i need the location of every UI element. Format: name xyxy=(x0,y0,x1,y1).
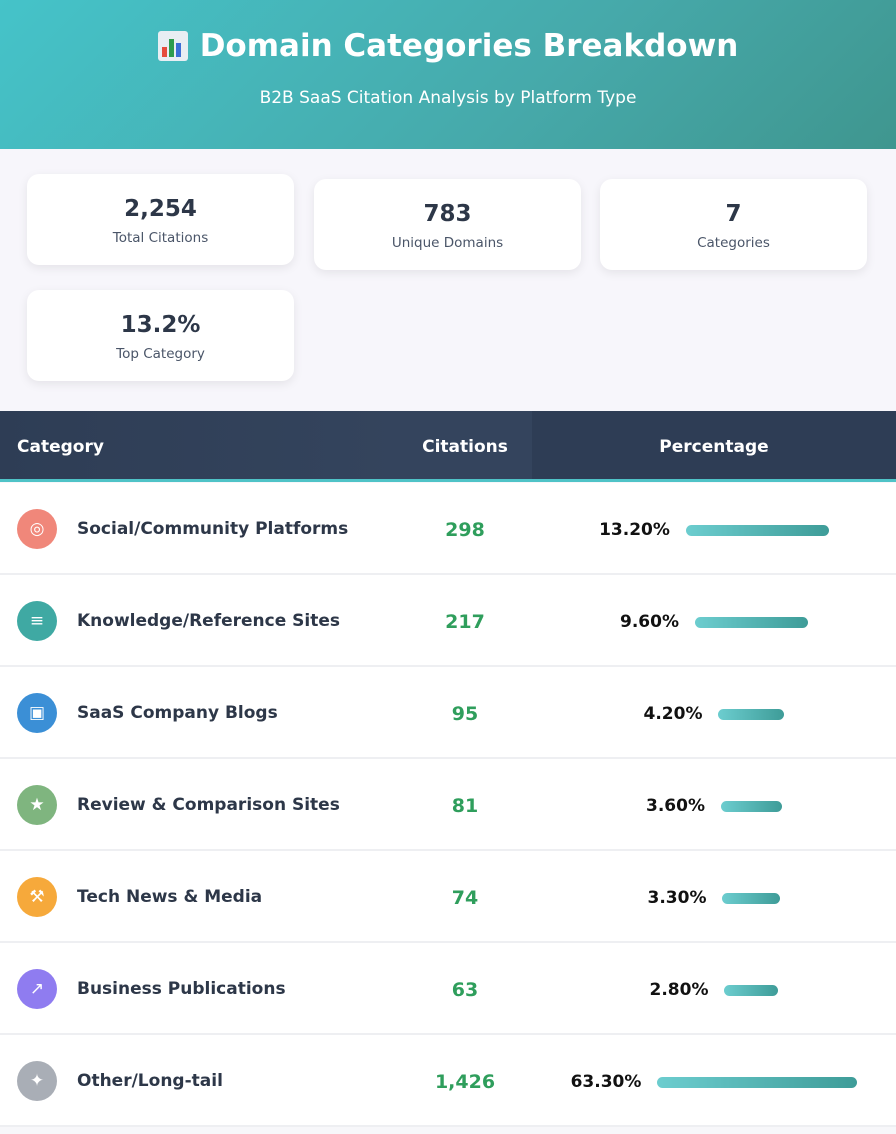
percentage-cell: 3.30% xyxy=(532,851,896,945)
wrench-icon: ⚒ xyxy=(17,877,57,917)
percentage-label: 3.60% xyxy=(646,796,705,816)
citation-count: 1,426 xyxy=(434,1071,496,1093)
stats-section: 2,254 Total Citations 783 Unique Domains… xyxy=(0,149,896,411)
percentage-cell: 4.20% xyxy=(532,667,896,761)
stat-label: Categories xyxy=(697,235,770,251)
page-title-text: Domain Categories Breakdown xyxy=(199,28,739,64)
stat-label: Total Citations xyxy=(112,230,209,246)
star-icon: ★ xyxy=(17,785,57,825)
percentage-bar xyxy=(718,708,785,720)
page-title: Domain Categories Breakdown xyxy=(0,28,896,64)
column-header-category: Category xyxy=(0,411,398,479)
sparkle-star-icon: ✦ xyxy=(17,1061,57,1101)
table-row: ▣ SaaS Company Blogs 95 4.20% xyxy=(0,667,896,759)
stat-card-total-citations: 2,254 Total Citations xyxy=(27,174,294,265)
stat-card-categories: 7 Categories xyxy=(600,179,867,270)
column-header-percentage: Percentage xyxy=(659,437,769,457)
citation-count: 217 xyxy=(445,611,485,633)
percentage-cell: 9.60% xyxy=(532,575,896,669)
category-name: Knowledge/Reference Sites xyxy=(77,611,341,631)
category-name: Other/Long-tail xyxy=(77,1071,223,1091)
citation-count: 74 xyxy=(451,887,479,909)
table-header: Category Citations Percentage xyxy=(0,411,896,482)
stat-value: 13.2% xyxy=(120,312,201,338)
percentage-bar xyxy=(685,524,829,536)
stat-value: 7 xyxy=(725,201,742,227)
citation-count: 95 xyxy=(451,703,479,725)
percentage-cell: 63.30% xyxy=(532,1035,896,1129)
percentage-cell: 3.60% xyxy=(532,759,896,853)
category-name: Review & Comparison Sites xyxy=(77,795,340,815)
citation-count: 81 xyxy=(451,795,479,817)
percentage-bar xyxy=(694,616,808,628)
percentage-bar xyxy=(657,1076,858,1088)
percentage-label: 9.60% xyxy=(620,612,679,632)
table-row: ↗ Business Publications 63 2.80% xyxy=(0,943,896,1035)
citation-count: 63 xyxy=(451,979,479,1001)
stat-label: Unique Domains xyxy=(391,235,504,251)
table-row: ✦ Other/Long-tail 1,426 63.30% xyxy=(0,1035,896,1127)
percentage-label: 3.30% xyxy=(647,888,707,908)
percentage-label: 2.80% xyxy=(649,980,709,1000)
stat-card-unique-domains: 783 Unique Domains xyxy=(314,179,581,270)
percentage-bar xyxy=(724,984,779,996)
percentage-label: 63.30% xyxy=(570,1072,642,1092)
page-subtitle: B2B SaaS Citation Analysis by Platform T… xyxy=(259,88,637,108)
citation-count: 298 xyxy=(445,519,485,541)
books-icon: ≡ xyxy=(17,601,57,641)
percentage-bar xyxy=(720,800,782,812)
percentage-bar xyxy=(722,892,781,904)
percentage-cell: 2.80% xyxy=(532,943,896,1037)
bar-chart-icon xyxy=(157,31,188,61)
table-row: ≡ Knowledge/Reference Sites 217 9.60% xyxy=(0,575,896,667)
stat-card-top-category: 13.2% Top Category xyxy=(27,290,294,381)
trending-chart-icon: ↗ xyxy=(17,969,57,1009)
table-row: ◎ Social/Community Platforms 298 13.20% xyxy=(0,483,896,575)
category-name: Tech News & Media xyxy=(77,887,263,907)
page-header: Domain Categories Breakdown B2B SaaS Cit… xyxy=(0,0,896,149)
briefcase-icon: ▣ xyxy=(17,693,57,733)
table-row: ★ Review & Comparison Sites 81 3.60% xyxy=(0,759,896,851)
stat-label: Top Category xyxy=(116,346,205,362)
category-name: Social/Community Platforms xyxy=(77,519,349,539)
stat-value: 2,254 xyxy=(124,196,197,222)
globe-icon: ◎ xyxy=(17,509,57,549)
category-name: Business Publications xyxy=(77,979,286,999)
table-row: ⚒ Tech News & Media 74 3.30% xyxy=(0,851,896,943)
stat-value: 783 xyxy=(423,201,472,227)
column-header-citations: Citations xyxy=(398,411,532,479)
percentage-label: 4.20% xyxy=(643,704,703,724)
percentage-cell: 13.20% xyxy=(532,483,896,577)
category-name: SaaS Company Blogs xyxy=(77,703,278,723)
percentage-label: 13.20% xyxy=(599,520,670,540)
